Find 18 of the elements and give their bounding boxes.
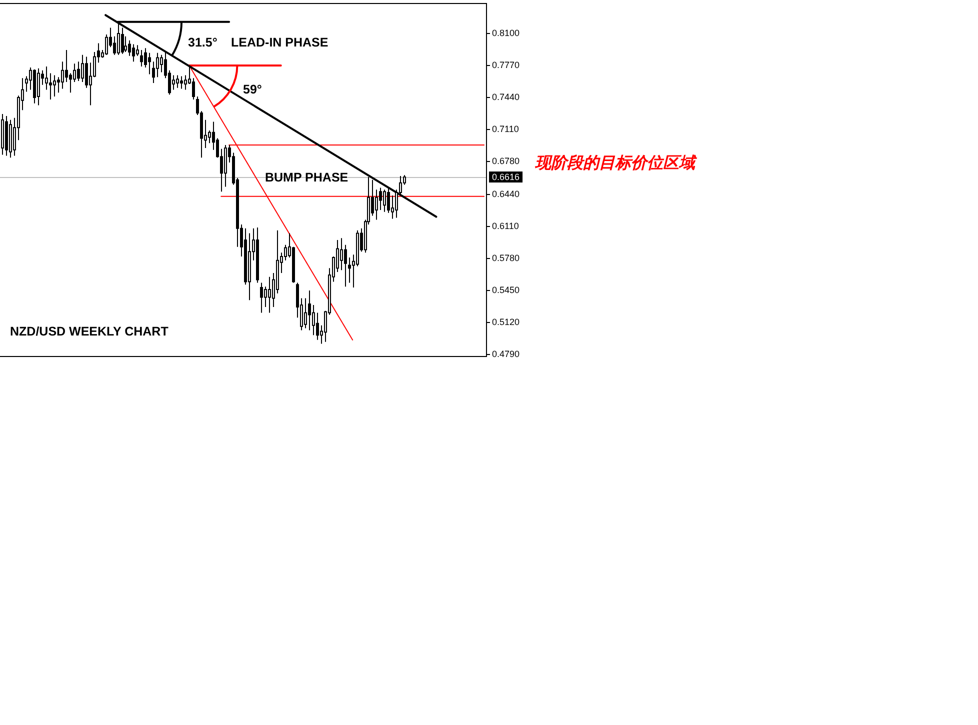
y-tick-label: 0.7440 [492, 92, 520, 102]
y-tick-label: 0.5120 [492, 316, 520, 327]
y-tick-label: 0.6440 [492, 188, 520, 199]
y-tick-label: 0.6780 [492, 156, 520, 166]
annotation: BUMP PHASE [265, 170, 348, 184]
annotation: 31.5° [188, 35, 218, 50]
annotation: 59° [243, 82, 262, 96]
y-tick-label: 0.5780 [492, 252, 520, 263]
text: 现阶段的目标价位区域 [534, 153, 698, 172]
y-tick-label: 0.4790 [492, 348, 520, 359]
y-tick-label: 0.7110 [492, 124, 519, 134]
annotation: LEAD-IN PHASE [231, 35, 328, 50]
y-tick-label: 0.8100 [492, 28, 520, 38]
text: NZD/USD WEEKLY CHART [10, 324, 169, 338]
y-tick-label: 0.7770 [492, 60, 520, 70]
y-tick-label: 0.6110 [492, 220, 519, 231]
y-tick-label: 0.5450 [492, 284, 520, 295]
ref-line-label: 0.6616 [492, 172, 520, 182]
